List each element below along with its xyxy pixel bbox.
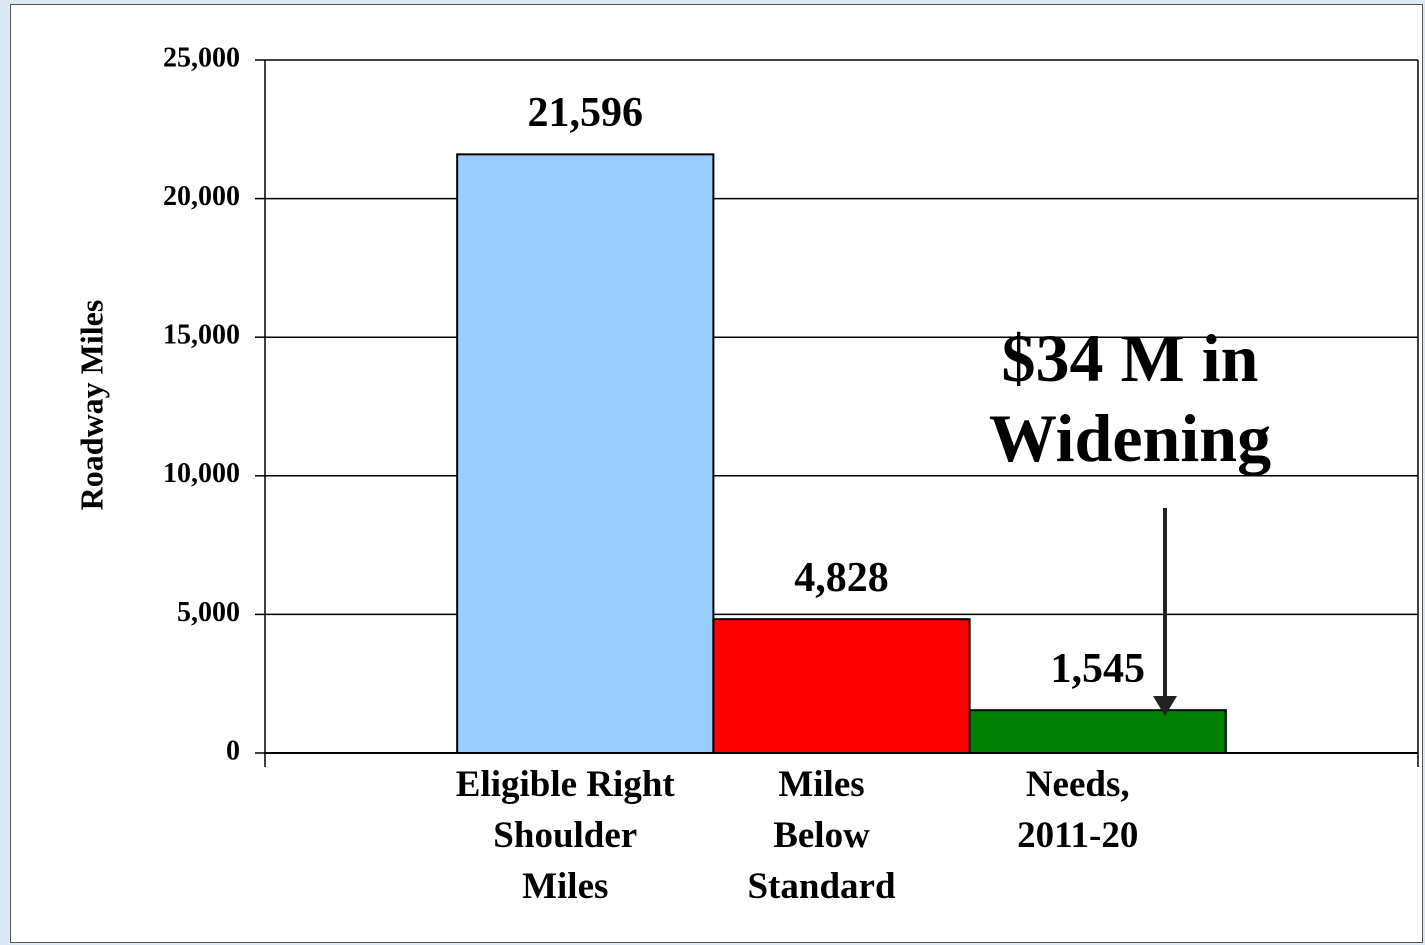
y-tick-label: 5,000	[177, 597, 240, 628]
x-tick-label: Needs, 2011-20	[1017, 764, 1139, 856]
x-tick-label: Eligible Right Shoulder Miles	[455, 764, 675, 907]
y-tick-label: 20,000	[163, 181, 240, 212]
y-axis-title: Roadway Miles	[73, 300, 109, 511]
annotation-arrowhead	[1153, 696, 1177, 716]
y-tick-label: 10,000	[163, 458, 240, 489]
bar	[456, 153, 715, 754]
y-tick-label: 0	[226, 735, 240, 766]
annotation: $34 M in Widening	[988, 320, 1272, 476]
bar	[968, 709, 1227, 755]
chart-panel	[10, 4, 1423, 943]
bar	[712, 618, 971, 754]
value-label: 4,828	[794, 555, 889, 601]
value-label: 21,596	[528, 90, 644, 136]
y-tick-label: 25,000	[163, 42, 240, 73]
x-tick-label: Miles Below Standard	[747, 764, 896, 907]
y-tick-label: 15,000	[163, 320, 240, 351]
value-label: 1,545	[1050, 646, 1145, 692]
